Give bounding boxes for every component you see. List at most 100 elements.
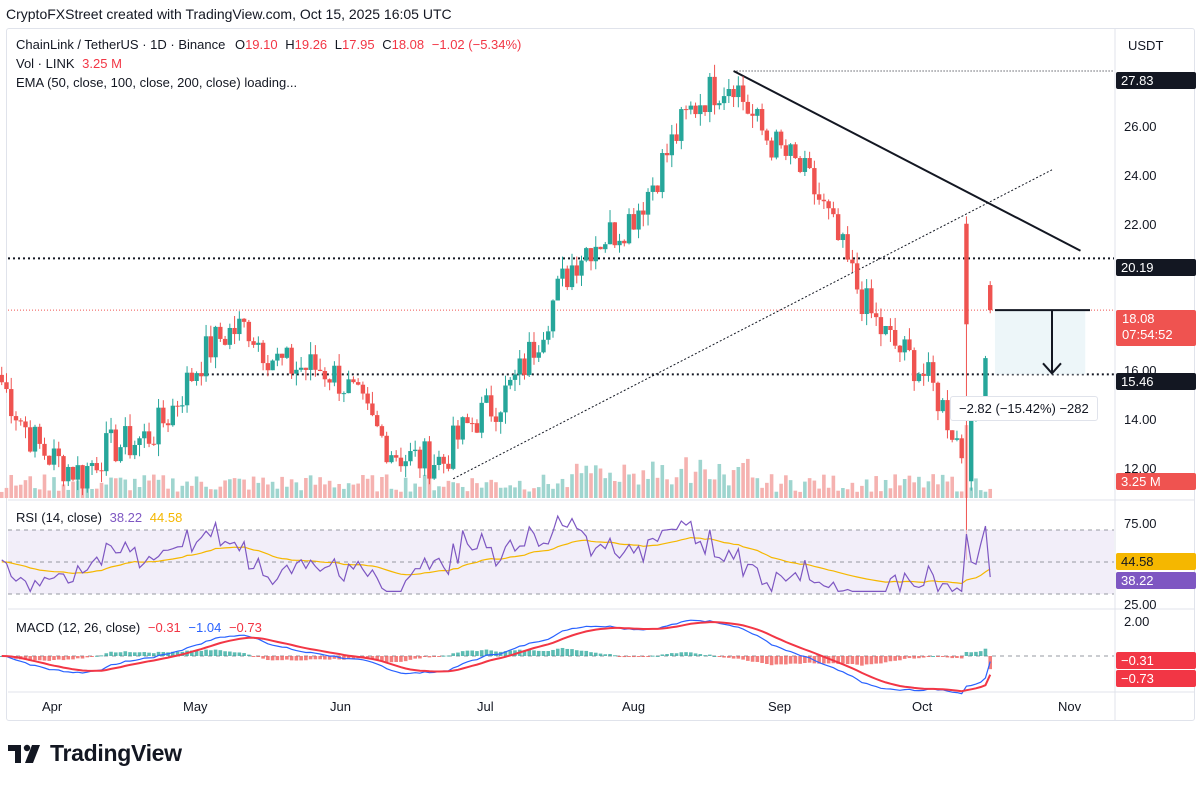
volume-bar xyxy=(655,477,660,498)
candle-body xyxy=(484,395,489,403)
candle-body xyxy=(322,370,328,380)
volume-bar xyxy=(826,487,831,498)
volume-bar xyxy=(413,483,417,498)
candle-body xyxy=(574,265,579,276)
candle-body xyxy=(840,234,846,241)
macd-histogram-bar xyxy=(75,656,80,659)
price-tick: 24.00 xyxy=(1124,168,1157,183)
time-label: Nov xyxy=(1058,699,1082,714)
macd-histogram-bar xyxy=(746,656,750,661)
rsi-label[interactable]: RSI (14, close) xyxy=(16,510,102,525)
macd-histogram-bar xyxy=(598,653,603,656)
volume-bar xyxy=(123,479,128,498)
macd-histogram-bar xyxy=(798,656,802,664)
volume-bar xyxy=(817,488,821,498)
macd-histogram-bar xyxy=(570,649,574,656)
candle-body xyxy=(175,405,180,407)
volume-bar xyxy=(593,465,598,498)
volume-label[interactable]: Vol · LINK xyxy=(16,56,75,71)
currency-label[interactable]: USDT xyxy=(1128,38,1164,53)
measure-box xyxy=(994,310,1086,375)
candle-body xyxy=(650,185,655,192)
volume-bar xyxy=(931,474,935,498)
candle-body xyxy=(165,423,171,426)
candle-body xyxy=(137,438,142,445)
macd-histogram-bar xyxy=(589,652,593,656)
macd-histogram-bar xyxy=(332,656,337,659)
macd-histogram-bar xyxy=(304,656,308,661)
volume-legend: Vol · LINK 3.25 M xyxy=(16,56,122,71)
volume-bar xyxy=(978,490,983,498)
candle-body xyxy=(949,430,955,440)
candle-body xyxy=(679,109,684,141)
candle-body xyxy=(555,278,560,301)
macd-histogram-bar xyxy=(56,656,61,660)
macd-histogram-bar xyxy=(527,649,532,656)
macd-histogram-bar xyxy=(251,656,256,657)
symbol-name[interactable]: ChainLink / TetherUS · 1D · Binance xyxy=(16,37,226,52)
macd-histogram-bar xyxy=(532,650,536,656)
macd-histogram-bar xyxy=(703,655,707,657)
volume-bar xyxy=(375,491,379,498)
volume-bar xyxy=(631,473,636,498)
candle-body xyxy=(436,456,442,466)
candle-body xyxy=(916,373,922,382)
candle-body xyxy=(636,210,641,230)
macd-tag: −0.31 xyxy=(1116,652,1196,672)
macd-histogram-bar xyxy=(921,656,926,658)
volume-bar xyxy=(42,474,47,498)
tradingview-logo-icon xyxy=(8,744,40,763)
volume-bar xyxy=(879,491,883,498)
volume-bar xyxy=(280,476,284,498)
macd-histogram-bar xyxy=(446,655,451,657)
macd-histogram-bar xyxy=(817,656,821,664)
candle-body xyxy=(151,443,156,445)
candle-body xyxy=(142,431,147,439)
macd-histogram-bar xyxy=(969,652,974,656)
macd-histogram-bar xyxy=(926,656,931,657)
candle-body xyxy=(408,451,413,462)
volume-bar xyxy=(151,474,156,498)
volume-bar xyxy=(285,486,289,498)
macd-histogram-bar xyxy=(689,652,693,656)
macd-label[interactable]: MACD (12, 26, close) xyxy=(16,620,141,635)
high-price-tag: 27.83 xyxy=(1116,72,1196,92)
candle-body xyxy=(208,336,214,358)
macd-histogram-bar xyxy=(536,650,541,656)
candle-body xyxy=(873,313,879,318)
candle-body xyxy=(108,429,114,434)
volume-bar xyxy=(251,476,256,498)
volume-bar xyxy=(836,490,840,498)
macd-histogram-bar xyxy=(52,656,56,661)
tradingview-logo-text: TradingView xyxy=(50,740,182,766)
candle-body xyxy=(479,402,484,433)
candle-body xyxy=(427,441,432,479)
candle-body xyxy=(61,456,66,482)
macd-histogram-bar xyxy=(489,650,494,656)
macd-histogram-bar xyxy=(964,651,969,656)
macd-histogram-bar xyxy=(650,655,655,657)
candle-body xyxy=(85,466,90,489)
volume-bar xyxy=(118,477,123,498)
volume-bar xyxy=(180,485,185,498)
volume-bar xyxy=(807,478,812,498)
volume-bar xyxy=(437,486,441,498)
volume-bar xyxy=(418,486,422,498)
tradingview-logo[interactable]: TradingView xyxy=(8,740,182,767)
ema-legend[interactable]: EMA (50, close, 100, close, 200, close) … xyxy=(16,75,298,90)
candle-body xyxy=(531,341,537,358)
volume-bar xyxy=(23,480,28,498)
volume-bar xyxy=(689,482,693,498)
candle-body xyxy=(470,423,475,425)
volume-bar xyxy=(712,479,717,498)
macd-histogram-bar xyxy=(708,654,712,656)
candle-body xyxy=(241,318,247,322)
candle-body xyxy=(284,347,290,358)
macd-histogram-bar xyxy=(190,650,194,656)
candle-body xyxy=(517,358,522,375)
macd-histogram-bar xyxy=(636,656,641,657)
macd-histogram-bar xyxy=(722,656,726,658)
candle-body xyxy=(317,369,323,371)
candle-body xyxy=(398,457,404,467)
